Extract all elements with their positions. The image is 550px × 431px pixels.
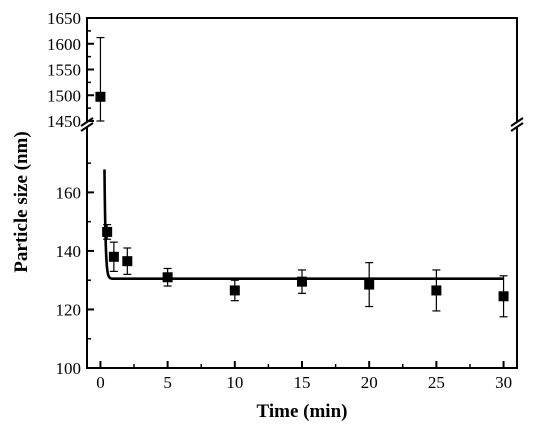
data-point: [297, 276, 307, 287]
y-tick-label: 100: [56, 359, 82, 378]
y-tick-label: 1650: [47, 9, 81, 28]
x-tick-label: 15: [294, 373, 311, 392]
x-tick-label: 10: [226, 373, 243, 392]
y-tick-label: 1600: [47, 35, 81, 54]
fit-curve: [103, 169, 504, 281]
plot-frame: [86, 17, 518, 369]
x-tick-label: 30: [495, 373, 512, 392]
y-tick-label: 1450: [47, 112, 81, 131]
axis-break-mark-right: [510, 117, 524, 127]
axis-break-gap-left: [79, 121, 95, 128]
y-tick-label: 160: [56, 183, 82, 202]
y-tick-label: 1550: [47, 61, 81, 80]
data-point: [95, 91, 106, 102]
data-point: [122, 256, 133, 267]
axis-break-gap-right: [509, 121, 525, 128]
data-point: [102, 226, 113, 237]
y-tick-label: 140: [56, 242, 82, 261]
y-tick-label: 120: [56, 300, 82, 319]
data-point: [229, 285, 240, 296]
x-tick-label: 20: [361, 373, 378, 392]
data-point: [364, 279, 375, 290]
data-point: [108, 251, 119, 262]
data-point: [431, 285, 442, 296]
y-tick-label: 1500: [47, 86, 81, 105]
x-axis-title: Time (min): [257, 401, 348, 422]
y-axis-title: Particle size (nm): [11, 131, 32, 272]
data-point: [498, 291, 509, 302]
data-point: [162, 272, 173, 283]
axis-break-mark-right: [510, 122, 524, 132]
x-tick-label: 25: [428, 373, 445, 392]
axis-break-mark-left: [80, 122, 94, 132]
x-tick-label: 0: [96, 373, 105, 392]
x-tick-label: 5: [163, 373, 172, 392]
plot-area: 0 5 10 15 20 25 30 100 120 140 160 1450 1500 1550 1600…: [47, 9, 525, 392]
